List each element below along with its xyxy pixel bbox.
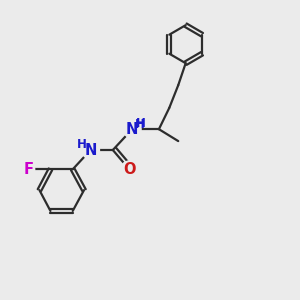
Circle shape — [123, 120, 141, 138]
Text: O: O — [123, 162, 135, 177]
Text: H: H — [77, 138, 87, 151]
Circle shape — [121, 161, 137, 178]
Circle shape — [82, 141, 100, 159]
Text: N: N — [126, 122, 138, 137]
Text: N: N — [84, 142, 97, 158]
Text: F: F — [23, 162, 33, 177]
Circle shape — [22, 163, 35, 176]
Text: H: H — [136, 117, 146, 130]
Text: H: H — [135, 118, 145, 131]
